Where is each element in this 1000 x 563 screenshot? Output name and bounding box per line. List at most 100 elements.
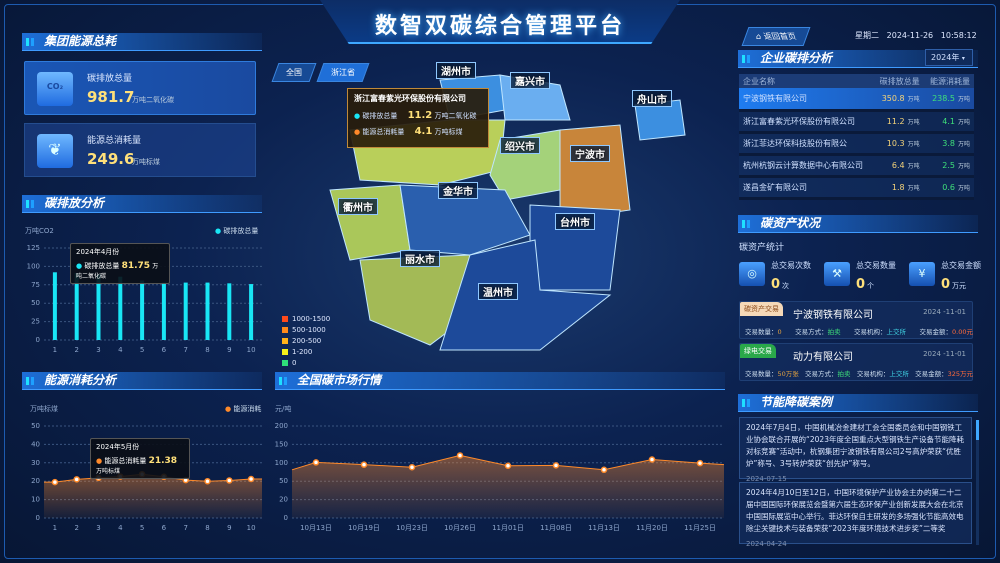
data-point[interactable] <box>408 463 416 471</box>
yen-icon: ¥ <box>909 262 935 286</box>
carbon-legend-label: 碳排放总量 <box>223 227 259 235</box>
data-point[interactable] <box>552 462 560 469</box>
stat-label: 总交易数量 <box>856 261 896 270</box>
bar[interactable] <box>118 276 123 340</box>
energy-legend: ● 能源消耗 <box>225 405 262 413</box>
home-button[interactable]: ⌂ 返回首页 <box>741 27 811 46</box>
unit: 万吨 <box>907 184 920 192</box>
carbon-value: 350.8 <box>881 93 905 103</box>
case-date: 2024-07-15 <box>746 475 787 483</box>
energy-value: 238.5 <box>932 93 955 103</box>
region-taizhou[interactable] <box>529 204 621 291</box>
table-row[interactable]: 浙江富春紫光环保股份有限公司 11.2 万吨 4.1 万吨 <box>739 110 974 132</box>
tooltip-unit: 万吨标煤 <box>96 468 121 475</box>
energy-value: 3.8 <box>942 138 955 148</box>
city-label-ningbo[interactable]: 宁波市 <box>570 145 610 162</box>
unit: 万吨 <box>907 162 920 170</box>
y-tick-label: 0 <box>36 336 40 344</box>
city-label-quzhou[interactable]: 衢州市 <box>338 198 378 215</box>
data-point[interactable] <box>226 477 233 484</box>
asset-stat: ◎ 总交易次数 0 次 <box>739 260 824 292</box>
tooltip-label: 碳排放总量 <box>84 262 120 270</box>
trade-card[interactable]: 绿电交易 动力有限公司 2024 -11-01 交易数量：50万张 交易方式：拍卖 交易机… <box>739 343 973 381</box>
table-row[interactable]: 杭州杭钢云计算数据中心有限公司 6.4 万吨 2.5 万吨 <box>739 154 974 176</box>
trade-card[interactable]: 碳资产交易 宁波钢铁有限公司 2024 -11-01 交易数量：0 交易方式：拍卖 交易机… <box>739 301 973 339</box>
enterprise-table: 企业名称 碳排放总量 能源消耗量 宁波钢铁有限公司 350.8 万吨 238.5 万吨 浙江富… <box>739 74 974 200</box>
city-label-jinhua[interactable]: 金华市 <box>438 182 478 199</box>
city-label-jiaxing[interactable]: 嘉兴市 <box>510 72 550 89</box>
table-row[interactable]: 宁波钢铁有限公司 350.8 万吨 238.5 万吨 <box>739 88 974 110</box>
x-tick-label: 1 <box>53 346 57 354</box>
legend-label: 200-500 <box>292 336 322 345</box>
energy-total-card: ❦ 能源总消耗量 249.6 万吨标煤 <box>24 123 256 177</box>
bar[interactable] <box>227 283 232 340</box>
city-label-lishui[interactable]: 丽水市 <box>400 250 440 267</box>
data-point[interactable] <box>360 461 368 468</box>
data-point[interactable] <box>247 475 255 483</box>
x-tick-label: 3 <box>96 524 100 532</box>
data-point[interactable] <box>648 456 656 463</box>
bar[interactable] <box>183 282 188 340</box>
data-point[interactable] <box>51 478 59 486</box>
data-point[interactable] <box>600 466 608 474</box>
x-tick-label: 11月01日 <box>492 524 524 532</box>
bar[interactable] <box>52 272 57 340</box>
city-label-shaoxing[interactable]: 绍兴市 <box>500 137 540 154</box>
city-label-huzhou[interactable]: 湖州市 <box>436 62 476 79</box>
energy-value: 4.1 <box>942 116 955 126</box>
year-select[interactable]: 2024年 ▾ <box>925 49 973 66</box>
bar[interactable] <box>161 282 166 340</box>
bar[interactable] <box>96 274 101 340</box>
table-row[interactable]: 浙江菲达环保科技股份有限公 10.3 万吨 3.8 万吨 <box>739 132 974 154</box>
data-point[interactable] <box>456 452 464 459</box>
data-point[interactable] <box>73 476 80 483</box>
energy-total-label: 能源总消耗量 <box>87 136 142 146</box>
bar[interactable] <box>74 273 79 340</box>
region-jinhua[interactable] <box>399 184 531 256</box>
x-tick-label: 10月26日 <box>444 524 476 532</box>
region-wenzhou[interactable] <box>439 239 612 351</box>
table-row[interactable]: 遂昌金矿有限公司 1.8 万吨 0.6 万吨 <box>739 176 974 198</box>
y-tick-label: 50 <box>31 422 40 430</box>
legend-swatch <box>282 337 288 344</box>
city-label-wenzhou[interactable]: 温州市 <box>478 283 518 300</box>
city-label-zhoushan[interactable]: 舟山市 <box>632 90 672 107</box>
trade-amount: 0.00元 <box>952 328 973 336</box>
region-ningbo[interactable] <box>559 124 631 221</box>
x-tick-label: 3 <box>96 346 100 354</box>
region-quzhou[interactable] <box>329 184 411 261</box>
bar[interactable] <box>249 284 254 340</box>
popup-label: 碳排放总量 <box>362 112 398 120</box>
carbon-value: 10.3 <box>886 138 905 148</box>
x-tick-label: 11月25日 <box>684 524 716 532</box>
data-point[interactable] <box>312 459 320 466</box>
data-point[interactable] <box>504 462 512 469</box>
energy-value: 0.6 <box>942 182 955 192</box>
case-item[interactable]: 2024年4月10日至12日，中国环境保护产业协会主办的第二十二届中国国际环保展… <box>739 482 972 548</box>
legend-label: 1-200 <box>292 347 313 356</box>
y-tick-label: 125 <box>27 244 40 252</box>
data-point[interactable] <box>696 459 704 467</box>
company-name: 遂昌金矿有限公司 <box>743 182 807 192</box>
trade-mode: 拍卖 <box>837 370 851 378</box>
y-tick-label: 20 <box>279 496 288 504</box>
data-point[interactable] <box>204 477 211 485</box>
bar[interactable] <box>205 282 210 340</box>
x-tick-label: 10月13日 <box>300 524 332 532</box>
y-tick-label: 100 <box>275 459 288 467</box>
popup-unit: 万吨标煤 <box>434 128 463 136</box>
x-tick-label: 10 <box>247 346 256 354</box>
bar[interactable] <box>140 280 145 340</box>
tooltip-title: 2024年5月份 <box>96 443 140 451</box>
cases-scrollbar[interactable] <box>976 420 979 545</box>
city-label-taizhou[interactable]: 台州市 <box>555 213 595 230</box>
legend-item: 500-1000 <box>282 324 330 335</box>
x-tick-label: 10月23日 <box>396 524 428 532</box>
case-item[interactable]: 2024年7月4日，中国机械冶金建材工会全国委员会和中国钢铁工业协会联合开展的“… <box>739 417 972 483</box>
trade-date: 2024 -11-01 <box>923 350 966 358</box>
carbon-total-unit: 万吨二氧化碳 <box>132 96 174 104</box>
time: 10:58:12 <box>940 31 977 40</box>
trade-tag: 绿电交易 <box>740 344 776 358</box>
stat-value: 0 <box>771 277 781 292</box>
coin-stack-icon: ◎ <box>739 262 765 286</box>
